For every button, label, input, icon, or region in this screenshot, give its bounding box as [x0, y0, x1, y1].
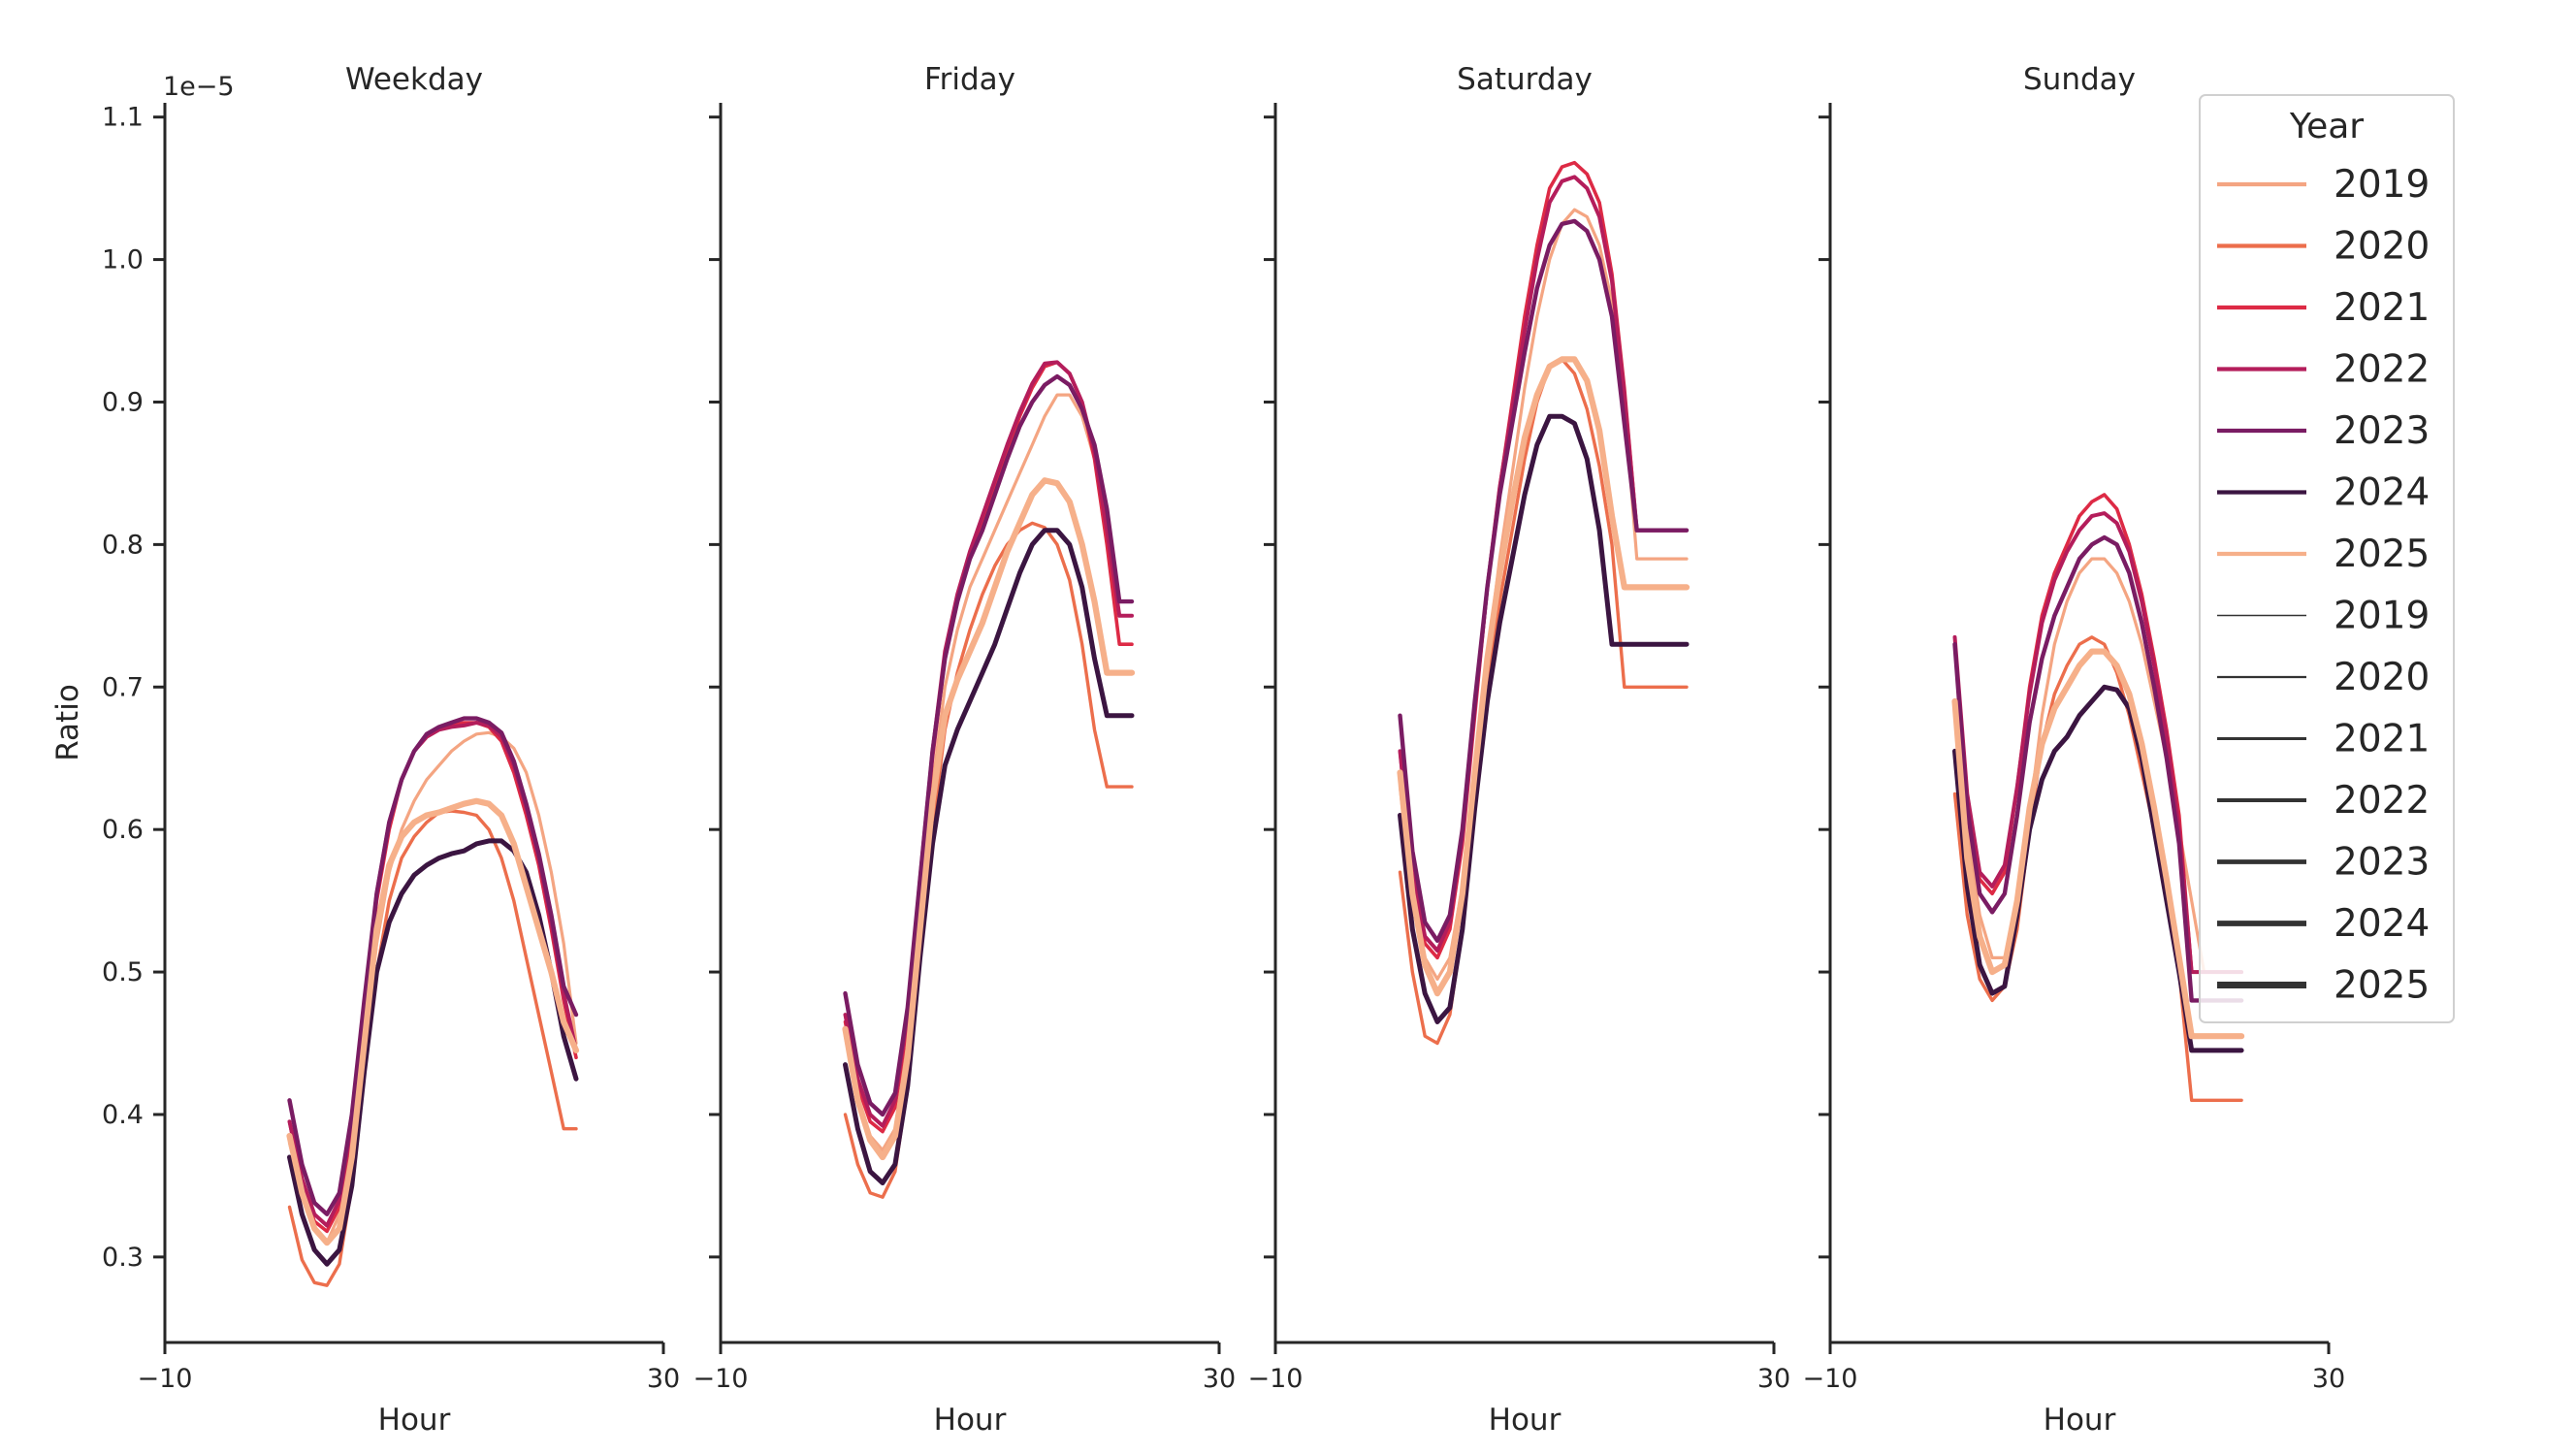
legend-label-color-2021: 2021: [2334, 286, 2430, 330]
series-line-2023: [287, 716, 579, 1217]
series-line-2024: [843, 528, 1135, 1185]
y-tick-label: 1.0: [102, 245, 144, 275]
legend-label-color-2022: 2022: [2334, 348, 2430, 392]
y-tick-label: 0.6: [102, 815, 144, 845]
y-tick-label: 0.4: [102, 1100, 144, 1130]
panel-sunday: Sunday −10 30 Hour: [1803, 62, 2346, 1438]
y-tick-label: 0.3: [102, 1243, 144, 1273]
x-tick-label: −10: [138, 1364, 193, 1394]
series-line-2022: [1952, 511, 2244, 975]
y-tick-label: 0.7: [102, 672, 144, 702]
legend-label-size-2022: 2022: [2334, 779, 2430, 823]
series-line-2025: [842, 477, 1136, 1161]
x-tick-label: −10: [1803, 1364, 1858, 1394]
x-axis-label: Hour: [1489, 1403, 1562, 1438]
legend-entries: 2019 2020 2021 2022 2023 2024 2025 2019 2020 2021…: [2217, 163, 2430, 1008]
y-axis-label: Ratio: [50, 684, 85, 761]
x-tick-label: 30: [1203, 1364, 1236, 1394]
panel-title: Friday: [924, 62, 1015, 97]
series-line-2024: [1952, 684, 2244, 1053]
series-line-2025: [1951, 648, 2245, 1040]
series-lines: [842, 360, 1136, 1199]
series-line-2021: [843, 360, 1134, 1134]
series-line-2023: [843, 373, 1135, 1117]
series-line-2022: [843, 360, 1134, 1128]
series-line-2024: [287, 838, 579, 1267]
series-line-2025: [286, 797, 580, 1246]
legend-label-color-2023: 2023: [2334, 409, 2430, 453]
y-tick-label: 0.5: [102, 957, 144, 987]
series-line-2019: [287, 730, 578, 1245]
x-axis-label: Hour: [2044, 1403, 2116, 1438]
legend-label-size-2020: 2020: [2334, 656, 2430, 699]
series-line-2019: [1952, 557, 2243, 974]
panel-weekday: Weekday 0.3 0.4 0.5 0.6 0.7 0.8 0.9 1.0 1.1 −10 30 H…: [102, 62, 680, 1438]
y-tick-label: 1.1: [102, 103, 144, 133]
panel-title: Saturday: [1457, 62, 1593, 97]
x-axis-label: Hour: [934, 1403, 1007, 1438]
series-lines: [1951, 493, 2245, 1103]
series-line-2020: [843, 521, 1134, 1199]
series-line-2019: [1398, 208, 1689, 982]
series-line-2020: [287, 809, 578, 1287]
panel-saturday: Saturday −10 30 Hour: [1248, 62, 1791, 1438]
legend-label-size-2019: 2019: [2334, 595, 2430, 638]
x-tick-label: 30: [647, 1364, 680, 1394]
series-line-2025: [1397, 356, 1690, 997]
legend: Year 2019 2020 2021 2022 2023 2024 2025 2019 202…: [2199, 94, 2455, 1023]
legend-title: Year: [2289, 107, 2364, 146]
panel-title: Weekday: [345, 62, 483, 97]
series-line-2023: [1952, 534, 2244, 1003]
legend-label-size-2024: 2024: [2334, 902, 2430, 946]
x-axis-label: Hour: [378, 1403, 451, 1438]
panel-friday: Friday −10 30 Hour: [693, 62, 1237, 1438]
legend-label-size-2021: 2021: [2334, 718, 2430, 761]
x-tick-label: −10: [1248, 1364, 1304, 1394]
chart-panels: Weekday 0.3 0.4 0.5 0.6 0.7 0.8 0.9 1.0 1.1 −10 30 H…: [102, 62, 2345, 1438]
y-axis-offset-text: 1e−5: [163, 72, 235, 102]
legend-label-color-2020: 2020: [2334, 225, 2430, 269]
series-line-2024: [1398, 413, 1690, 1024]
legend-label-size-2023: 2023: [2334, 841, 2430, 885]
y-tick-label: 0.9: [102, 387, 144, 417]
x-tick-label: 30: [2312, 1364, 2345, 1394]
y-tick-label: 0.8: [102, 530, 144, 560]
legend-label-color-2025: 2025: [2334, 533, 2430, 576]
panel-title: Sunday: [2023, 62, 2136, 97]
series-lines: [286, 716, 580, 1287]
legend-label-color-2024: 2024: [2334, 471, 2430, 515]
legend-label-size-2025: 2025: [2334, 964, 2430, 1008]
series-lines: [1397, 160, 1690, 1046]
x-tick-label: −10: [693, 1364, 749, 1394]
legend-label-color-2019: 2019: [2334, 163, 2430, 207]
series-line-2020: [1952, 635, 2243, 1103]
legend-frame: [2199, 94, 2455, 1023]
x-tick-label: 30: [1757, 1364, 1790, 1394]
series-line-2023: [1398, 218, 1690, 943]
